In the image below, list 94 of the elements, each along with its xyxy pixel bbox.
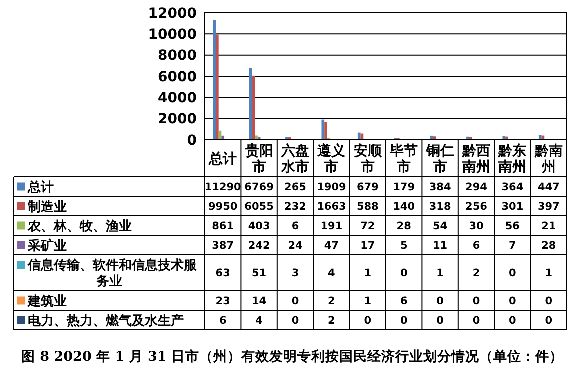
data-label: 0 bbox=[509, 268, 516, 280]
data-label: 0 bbox=[436, 314, 444, 327]
data-label: 54 bbox=[432, 220, 448, 232]
data-label: 397 bbox=[538, 200, 560, 213]
data-label: 140 bbox=[393, 200, 416, 213]
data-label: 4 bbox=[328, 268, 336, 280]
legend-label: 电力、热力、燃气及水生产 bbox=[28, 312, 184, 329]
data-label: 0 bbox=[509, 314, 516, 327]
data-label: 1663 bbox=[317, 200, 346, 213]
data-label: 242 bbox=[248, 240, 270, 252]
data-label: 63 bbox=[216, 268, 230, 280]
data-label: 364 bbox=[502, 181, 524, 194]
data-label: 3 bbox=[292, 268, 300, 280]
data-label: 4 bbox=[256, 314, 263, 327]
data-label: 5 bbox=[400, 240, 408, 252]
data-label: 21 bbox=[542, 220, 556, 232]
x-tick-label: 六盘水市 bbox=[280, 142, 310, 176]
data-label: 179 bbox=[393, 181, 416, 194]
legend-label: 信息传输、软件和信息技术服务业 bbox=[27, 258, 198, 290]
data-label: 0 bbox=[472, 295, 480, 308]
x-tick-label: 黔南州 bbox=[534, 143, 563, 176]
data-label: 11 bbox=[432, 240, 448, 252]
data-label: 30 bbox=[469, 220, 484, 232]
x-tick-label: 遵义市 bbox=[316, 142, 347, 176]
data-label: 7 bbox=[509, 240, 516, 252]
y-tick-label: 8000 bbox=[158, 48, 198, 64]
data-label: 9950 bbox=[208, 200, 238, 213]
data-label: 0 bbox=[400, 314, 408, 327]
data-label: 861 bbox=[212, 220, 234, 232]
data-label: 56 bbox=[505, 220, 520, 232]
x-tick-label: 毕节市 bbox=[389, 143, 418, 176]
data-label: 0 bbox=[509, 295, 516, 308]
data-label: 0 bbox=[400, 268, 408, 280]
data-label: 6769 bbox=[244, 181, 274, 194]
data-label: 1 bbox=[364, 268, 372, 280]
data-label: 28 bbox=[542, 240, 556, 252]
data-label: 679 bbox=[356, 181, 379, 194]
data-label: 72 bbox=[360, 220, 376, 232]
x-tick-label: 总计 bbox=[208, 151, 238, 168]
data-label: 2 bbox=[328, 295, 336, 308]
data-label: 384 bbox=[429, 181, 452, 194]
data-label: 0 bbox=[472, 314, 480, 327]
x-tick-label: 贵阳市 bbox=[244, 143, 274, 176]
y-tick-label: 12000 bbox=[148, 6, 198, 22]
legend-label: 制造业 bbox=[27, 200, 67, 215]
data-label: 0 bbox=[545, 314, 553, 327]
data-label: 24 bbox=[288, 240, 303, 252]
data-label: 294 bbox=[466, 181, 488, 194]
data-label: 51 bbox=[252, 268, 267, 280]
y-tick-label: 10000 bbox=[148, 27, 198, 44]
data-label: 0 bbox=[292, 314, 300, 327]
data-label: 0 bbox=[292, 295, 300, 308]
data-label: 301 bbox=[502, 200, 524, 213]
data-label: 232 bbox=[284, 200, 306, 213]
data-label: 1 bbox=[436, 268, 444, 280]
y-tick-label: 2000 bbox=[158, 112, 198, 128]
x-tick-label: 铜仁市 bbox=[425, 143, 454, 176]
data-label: 2 bbox=[328, 314, 336, 327]
data-label: 47 bbox=[324, 240, 340, 252]
data-label: 387 bbox=[212, 240, 234, 252]
data-label: 6 bbox=[472, 240, 480, 252]
data-label: 6 bbox=[400, 295, 408, 308]
data-label: 1909 bbox=[317, 181, 346, 194]
y-tick-label: 0 bbox=[187, 132, 198, 149]
data-label: 265 bbox=[284, 181, 306, 194]
data-label: 17 bbox=[360, 240, 376, 252]
data-label: 318 bbox=[429, 200, 452, 213]
data-label: 14 bbox=[252, 295, 267, 308]
data-label: 6 bbox=[219, 314, 227, 327]
data-label: 191 bbox=[320, 220, 343, 232]
data-label: 0 bbox=[436, 295, 444, 308]
data-label: 403 bbox=[248, 220, 270, 232]
y-tick-label: 6000 bbox=[158, 69, 198, 86]
data-label: 0 bbox=[364, 314, 372, 327]
legend-label: 采矿业 bbox=[27, 238, 67, 254]
data-label: 2 bbox=[472, 268, 480, 280]
data-label: 256 bbox=[466, 200, 488, 213]
x-tick-label: 黔东南州 bbox=[498, 142, 527, 176]
data-label: 6 bbox=[292, 220, 300, 232]
legend-label: 农、林、牧、渔业 bbox=[27, 219, 132, 234]
data-label: 447 bbox=[538, 181, 560, 194]
legend-label: 总计 bbox=[27, 179, 54, 196]
x-tick-label: 安顺市 bbox=[354, 142, 383, 176]
data-label: 23 bbox=[216, 295, 230, 308]
legend-label: 建筑业 bbox=[27, 294, 67, 310]
data-label: 28 bbox=[396, 220, 412, 232]
data-label: 6055 bbox=[244, 200, 274, 213]
data-label: 1 bbox=[545, 268, 553, 280]
data-label: 588 bbox=[356, 200, 379, 213]
text: 图 8 2020 年 1 月 31 日市（州）有效发明专利按国民经济行业划分情况（单位：件） bbox=[21, 348, 564, 365]
data-label: 1 bbox=[364, 295, 372, 308]
x-tick-label: 黔西南州 bbox=[462, 143, 490, 176]
data-label: 0 bbox=[545, 295, 553, 308]
y-tick-label: 4000 bbox=[158, 90, 198, 107]
